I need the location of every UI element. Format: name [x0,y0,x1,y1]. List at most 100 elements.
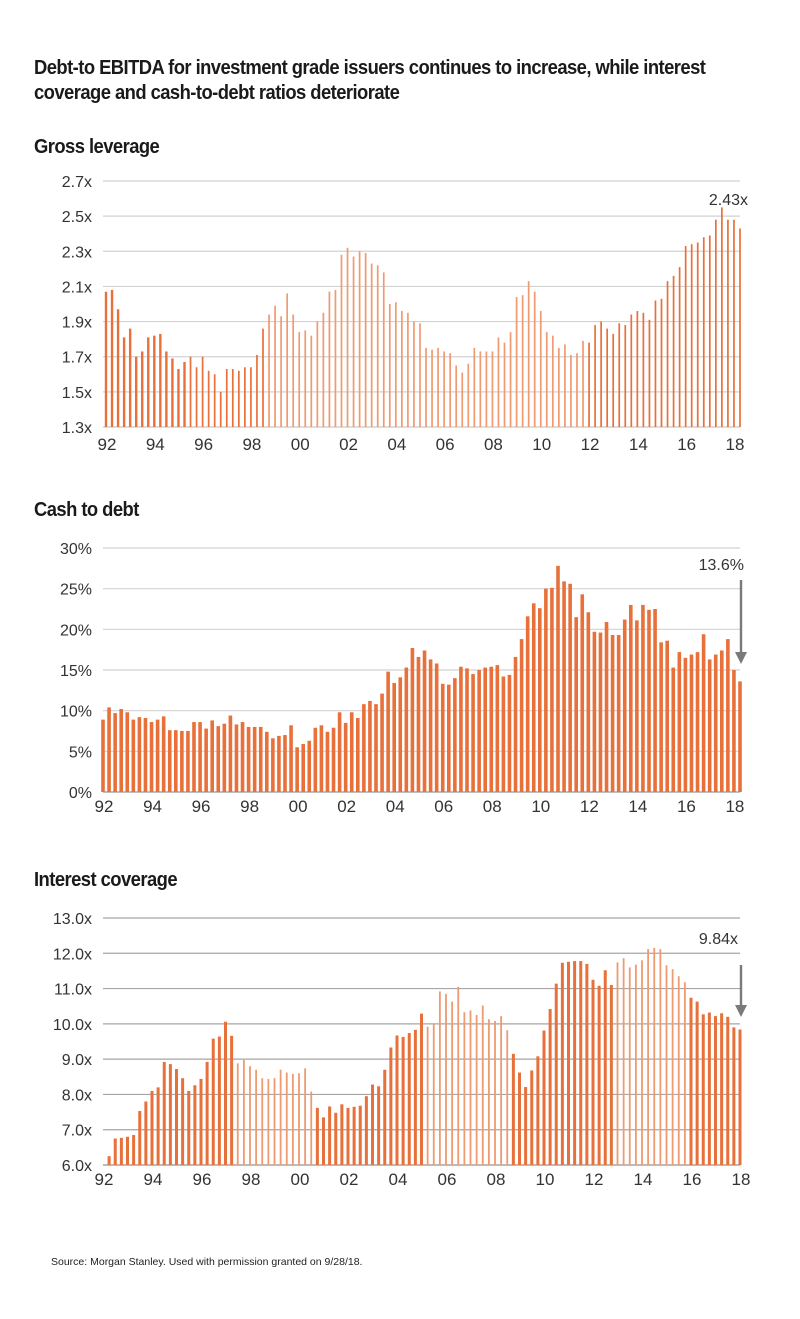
x-tick-label: 96 [194,435,213,454]
bar [234,724,239,792]
bar [506,1030,509,1165]
chart-title-gross-leverage: Gross leverage [34,136,160,158]
bar [630,314,633,427]
x-tick-label: 18 [726,435,745,454]
bar [503,342,506,427]
bar [134,356,138,427]
bar [180,731,184,792]
y-tick-label: 1.9x [62,315,92,332]
bar [594,325,596,427]
bar [149,722,154,792]
x-tick-label: 14 [629,435,648,454]
bar [374,704,378,792]
bar [708,235,711,427]
bar [137,717,142,792]
bar [689,997,693,1165]
bar [525,616,530,792]
y-tick-label: 2.5x [62,209,92,226]
bar [362,704,366,792]
x-tick-label: 18 [725,797,744,816]
bar [513,656,518,792]
bar [574,617,578,792]
bar [340,254,343,427]
bar [368,700,372,792]
bar [732,670,736,792]
bar [622,619,627,792]
bar [548,1009,552,1165]
bar [242,1059,245,1165]
x-tick-label: 94 [146,435,165,454]
bar [277,735,281,792]
bar [660,298,663,427]
bar [597,985,601,1165]
bar [642,312,645,427]
bar [155,719,160,792]
bar [401,311,403,427]
bar [193,1085,197,1165]
bar [616,635,621,792]
bar [228,715,233,792]
bar [395,1035,399,1165]
bar [586,612,591,792]
bar [183,361,186,427]
bar [451,1001,454,1165]
bar [195,367,198,427]
bar [298,332,301,427]
bar [113,713,117,792]
bar [665,640,669,792]
x-tick-label: 10 [532,435,551,454]
bar [539,311,542,427]
x-tick-label: 96 [193,1170,212,1189]
bar [527,281,530,427]
y-tick-label: 20% [60,622,92,639]
bar [252,726,257,792]
x-tick-label: 16 [677,435,696,454]
bar [473,347,476,427]
bar [677,652,682,792]
x-tick-label: 92 [95,797,114,816]
bar [609,985,613,1165]
bar [576,353,578,427]
bar [413,321,415,427]
bar [465,668,469,792]
bar [738,681,742,792]
bar [573,961,577,1165]
bar [665,965,668,1165]
bar [295,747,299,792]
bar [469,1010,472,1165]
chart-title-interest-coverage: Interest coverage [34,869,178,891]
bar [647,609,651,792]
bar [672,275,675,427]
bar [231,369,234,427]
bar [398,677,403,792]
bar [564,344,566,427]
bar [533,291,536,427]
x-tick-label: 92 [95,1170,114,1189]
bar [500,1016,503,1165]
bar [432,1024,435,1165]
bar [677,976,680,1165]
bar [165,351,168,427]
arrow-head-icon [735,652,747,664]
bar [364,253,367,427]
bar [419,323,421,427]
bar [463,1012,466,1165]
bar [404,667,409,792]
page-title: Debt-to EBITDA for investment grade issu… [34,57,706,104]
bar [431,349,433,427]
bar [410,648,415,792]
x-tick-label: 18 [732,1170,751,1189]
bar [544,588,548,792]
bar [310,1091,313,1165]
bar [370,263,373,427]
y-tick-label: 1.7x [62,350,92,367]
bar [267,1078,270,1165]
bar [721,207,723,427]
bar [551,335,554,427]
bar [286,293,288,427]
bar [497,337,500,427]
bar [201,356,204,427]
x-tick-label: 10 [536,1170,555,1189]
annotation-label: 9.84x [699,931,738,948]
bar [425,347,427,427]
